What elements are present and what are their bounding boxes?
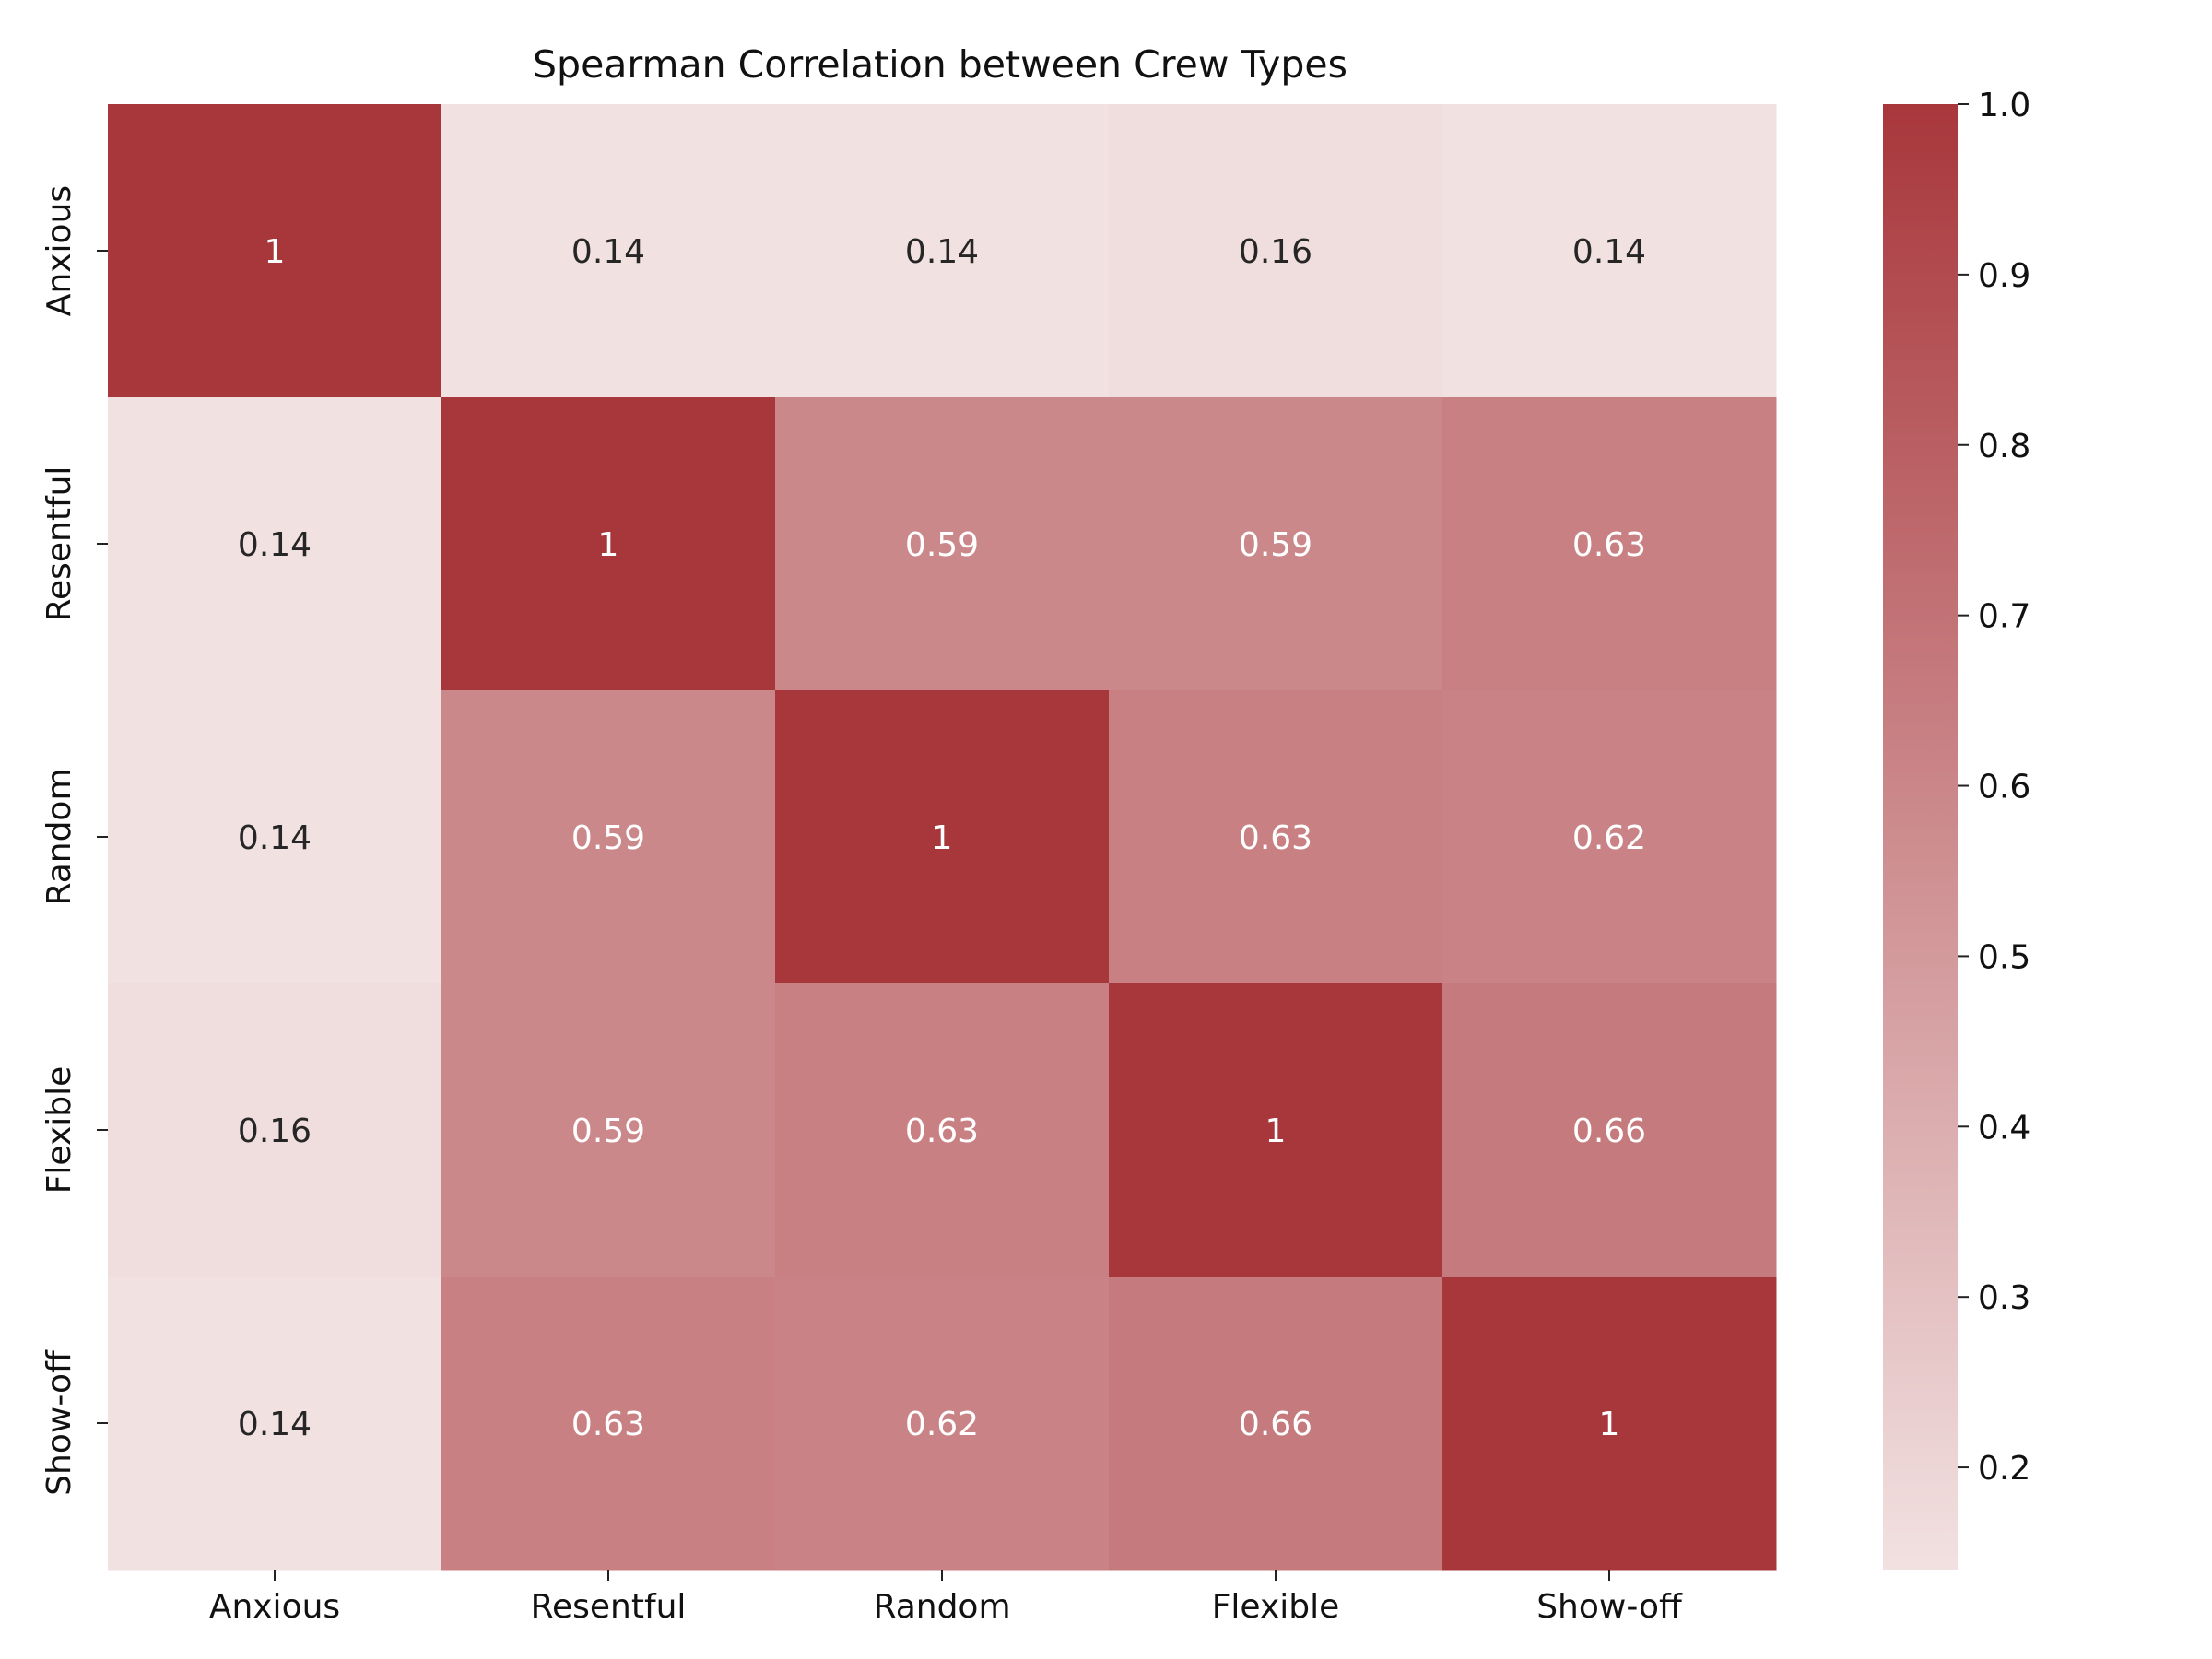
x-tick-label: Show-off <box>1536 1588 1683 1626</box>
cell-value-label: 1 <box>1265 1112 1287 1150</box>
heatmap-cell <box>1109 690 1443 984</box>
cell-value-label: 1 <box>265 233 286 271</box>
heatmap-cell <box>775 104 1110 398</box>
cell-value-label: 0.63 <box>571 1406 645 1443</box>
heatmap-cell <box>441 690 776 984</box>
heatmap-cell <box>775 397 1110 691</box>
colorbar-tick-label: 0.2 <box>1978 1450 2030 1488</box>
heatmap-cell <box>1109 983 1443 1277</box>
y-tick-label: Show-off <box>41 1349 78 1496</box>
colorbar-tick-label: 0.7 <box>1978 598 2030 636</box>
colorbar: 0.2 0.3 0.4 0.5 0.6 0.7 0.8 0.9 1.0 <box>1883 87 2030 1570</box>
cell-value-label: 0.14 <box>571 233 645 271</box>
y-axis: Anxious Resentful Random Flexible Show-off <box>41 185 108 1496</box>
cell-value-label: 1 <box>932 819 953 857</box>
cell-value-label: 0.63 <box>905 1112 979 1150</box>
cell-value-label: 1 <box>1599 1406 1620 1443</box>
y-tick-label: Flexible <box>41 1066 78 1194</box>
cell-value-label: 0.66 <box>1572 1112 1646 1150</box>
heatmap-cell <box>1109 1277 1443 1571</box>
heatmap-cell <box>108 690 442 984</box>
cell-value-label: 0.14 <box>905 233 979 271</box>
cell-value-label: 0.63 <box>1239 819 1312 857</box>
heatmap-cell <box>108 1277 442 1571</box>
cell-value-label: 0.14 <box>238 819 312 857</box>
cell-value-label: 0.63 <box>1572 526 1646 564</box>
colorbar-tick-label: 1.0 <box>1978 87 2030 124</box>
heatmap-cell <box>775 983 1110 1277</box>
heatmap-cell <box>441 397 776 691</box>
cell-value-label: 0.16 <box>238 1112 312 1150</box>
heatmap-cell <box>1442 1277 1777 1571</box>
heatmap-cell <box>108 983 442 1277</box>
cell-value-label: 0.59 <box>571 1112 645 1150</box>
heatmap-cell <box>108 104 442 398</box>
heatmap-cell <box>441 1277 776 1571</box>
heatmap-cell <box>1109 397 1443 691</box>
heatmap-cell <box>441 983 776 1277</box>
x-tick-label: Anxious <box>209 1588 340 1626</box>
colorbar-gradient <box>1883 104 1958 1570</box>
cell-value-label: 0.59 <box>905 526 979 564</box>
x-tick-label: Flexible <box>1212 1588 1340 1626</box>
x-tick-label: Random <box>873 1588 1010 1626</box>
cell-value-label: 0.59 <box>571 819 645 857</box>
heatmap-cell <box>441 104 776 398</box>
y-tick-label: Resentful <box>41 466 78 622</box>
heatmap-cell <box>1442 104 1777 398</box>
x-tick-label: Resentful <box>531 1588 687 1626</box>
colorbar-tick-label: 0.8 <box>1978 428 2030 465</box>
colorbar-tick-label: 0.9 <box>1978 257 2030 295</box>
heatmap-cell <box>1442 690 1777 984</box>
cell-value-label: 0.16 <box>1239 233 1312 271</box>
y-tick-label: Anxious <box>41 185 78 316</box>
heatmap-cell <box>775 690 1110 984</box>
cell-value-label: 0.62 <box>1572 819 1646 857</box>
heatmap-cells: 1 0.14 0.14 0.16 0.14 0.14 1 0.59 0.59 0.63 0.14 0.… <box>108 104 1777 1571</box>
colorbar-tick-label: 0.4 <box>1978 1109 2030 1147</box>
cell-value-label: 0.14 <box>238 1406 312 1443</box>
cell-value-label: 0.66 <box>1239 1406 1312 1443</box>
heatmap-cell <box>775 1277 1110 1571</box>
heatmap-cell <box>108 397 442 691</box>
cell-value-label: 1 <box>598 526 619 564</box>
chart-title: Spearman Correlation between Crew Types <box>533 42 1347 87</box>
cell-value-label: 0.62 <box>905 1406 979 1443</box>
colorbar-tick-label: 0.5 <box>1978 938 2030 976</box>
cell-value-label: 0.14 <box>1572 233 1646 271</box>
cell-value-label: 0.59 <box>1239 526 1312 564</box>
cell-value-label: 0.14 <box>238 526 312 564</box>
heatmap-cell <box>1442 397 1777 691</box>
colorbar-tick-label: 0.6 <box>1978 769 2030 806</box>
heatmap-cell <box>1442 983 1777 1277</box>
colorbar-tick-label: 0.3 <box>1978 1279 2030 1317</box>
x-axis: Anxious Resentful Random Flexible Show-off <box>209 1570 1683 1626</box>
y-tick-label: Random <box>41 768 78 905</box>
heatmap-cell <box>1109 104 1443 398</box>
